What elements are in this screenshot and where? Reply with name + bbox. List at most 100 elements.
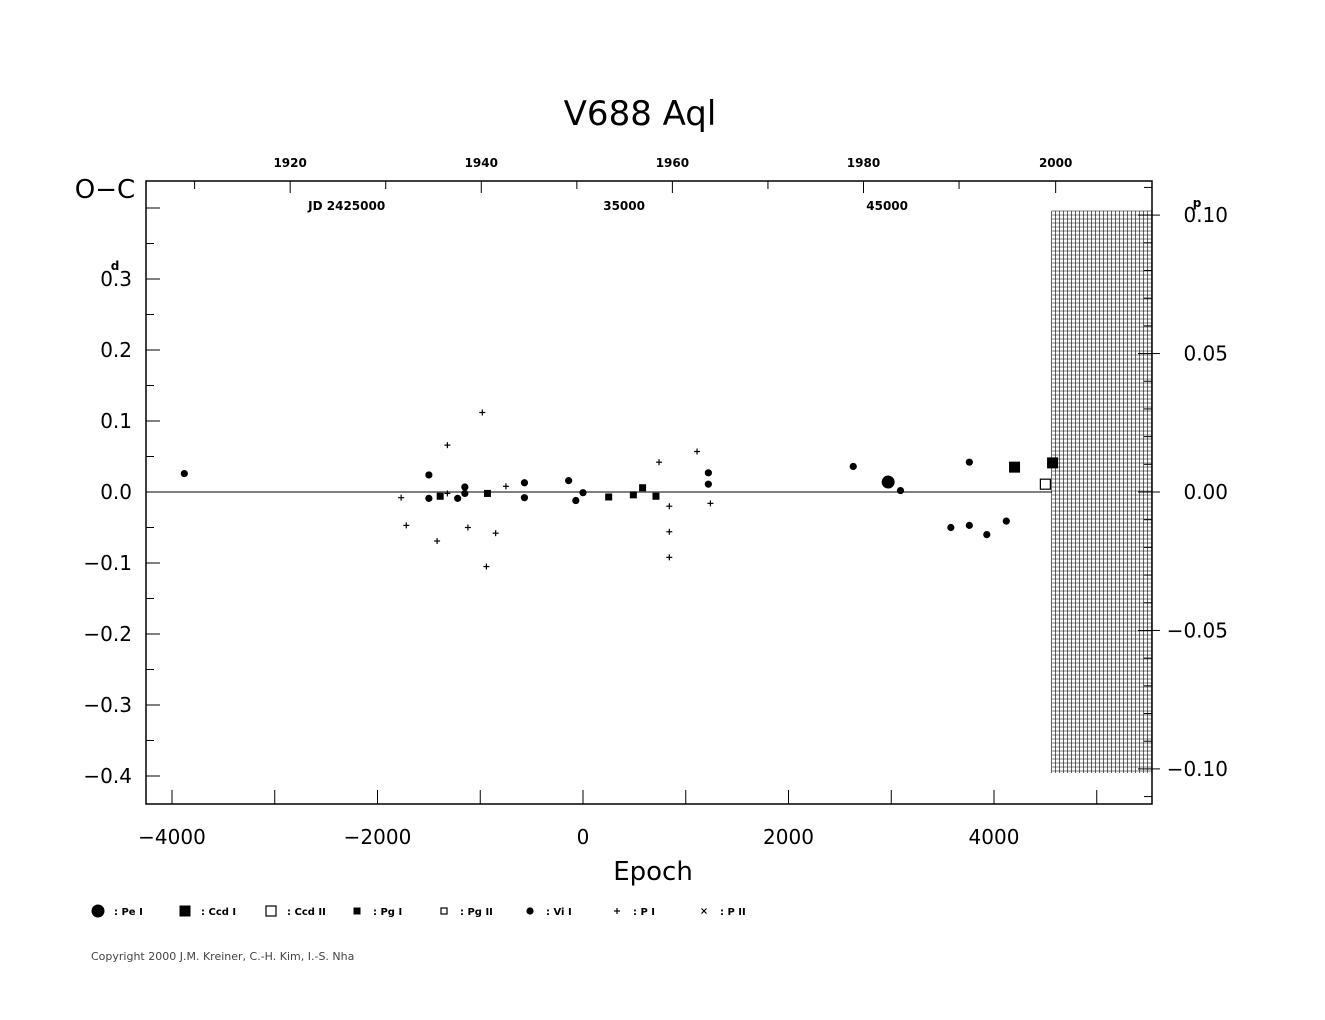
legend-marker: [440, 907, 448, 915]
right-tick-label: −0.05: [1167, 618, 1228, 642]
legend-marker: [701, 908, 707, 914]
data-point: [694, 448, 701, 455]
data-point: [707, 500, 714, 507]
year-tick-label: 1960: [656, 156, 689, 170]
y-axis-label: O−C: [75, 175, 135, 205]
series-open-square: [1039, 478, 1051, 490]
data-point: [983, 531, 991, 539]
y-tick-label: −0.1: [83, 551, 132, 575]
data-point: [947, 523, 955, 532]
x-tick-label: 4000: [969, 825, 1020, 849]
data-point: [425, 471, 433, 479]
data-point: [572, 496, 580, 505]
data-point: [652, 492, 660, 500]
data-point: [666, 503, 673, 510]
y-tick-label: −0.3: [83, 693, 132, 717]
legend-marker: [614, 908, 620, 914]
data-point: [454, 494, 462, 502]
data-point: [403, 522, 410, 529]
data-point: [461, 483, 469, 491]
right-tick-label: −0.10: [1167, 757, 1228, 781]
jd-label: 45000: [866, 199, 908, 213]
jd-label: JD 2425000: [307, 199, 385, 213]
data-point: [896, 486, 905, 495]
data-point: [579, 489, 587, 497]
data-point: [444, 490, 451, 497]
right-tick-label: 0.05: [1183, 342, 1228, 366]
y-tick-label: 0.2: [100, 338, 132, 362]
data-point: [425, 494, 433, 502]
year-tick-label: 1940: [465, 156, 498, 170]
legend-marker: [526, 907, 534, 915]
legend-label: : P II: [720, 907, 746, 918]
legend-label: : Pe I: [114, 907, 143, 918]
data-point: [605, 493, 613, 501]
data-point: [434, 537, 441, 544]
data-point: [666, 554, 673, 561]
year-tick-label: 1980: [847, 156, 880, 170]
data-point: [1047, 457, 1059, 469]
data-point: [1009, 461, 1021, 473]
data-point: [398, 494, 405, 501]
data-point: [965, 521, 973, 529]
y-tick-label: 0.3: [100, 267, 132, 291]
data-point: [849, 462, 857, 471]
hatched-region: [1051, 210, 1152, 773]
copyright-text: Copyright 2000 J.M. Kreiner, C.-H. Kim, …: [91, 950, 354, 963]
right-unit-superscript: p: [1193, 196, 1202, 210]
cross-stroke: [701, 908, 707, 914]
x-tick-label: 2000: [763, 825, 814, 849]
legend-label: : Ccd I: [201, 907, 236, 918]
x-axis-label: Epoch: [613, 857, 693, 887]
y-tick-label: −0.4: [83, 764, 132, 788]
data-point: [520, 494, 529, 502]
right-tick-label: 0.10: [1183, 203, 1228, 227]
y-unit-superscript: d: [111, 259, 120, 273]
data-point: [502, 483, 509, 490]
data-point: [479, 409, 486, 416]
year-tick-label: 2000: [1039, 156, 1072, 170]
y-tick-label: 0.0: [100, 480, 132, 504]
x-tick-label: −2000: [344, 825, 412, 849]
legend-marker: [353, 907, 361, 915]
y-tick-label: −0.2: [83, 622, 132, 646]
data-point: [1002, 517, 1010, 525]
data-point: [520, 479, 529, 487]
data-point: [483, 563, 490, 570]
legend-marker: [91, 904, 105, 918]
legend-label: : Ccd II: [287, 907, 326, 918]
x-tick-label: 0: [577, 825, 590, 849]
data-point: [565, 477, 573, 485]
y-tick-label: 0.1: [100, 409, 132, 433]
data-point: [666, 528, 673, 535]
data-point: [461, 489, 469, 498]
legend-label: : Vi I: [546, 907, 572, 918]
series-big-square: [1009, 457, 1059, 473]
legend-marker: [179, 905, 191, 917]
data-point: [704, 469, 712, 477]
data-point: [492, 530, 499, 537]
data-point: [629, 491, 637, 499]
series-dot: [180, 458, 1010, 539]
legend-label: : Pg I: [373, 907, 402, 918]
right-tick-label: 0.00: [1183, 480, 1228, 504]
data-point: [965, 458, 973, 466]
chart-title: V688 Aql: [564, 94, 717, 134]
data-point: [656, 459, 663, 466]
series-big-dot: [881, 475, 895, 489]
data-point: [464, 524, 471, 531]
x-tick-label: −4000: [138, 825, 206, 849]
series-square: [436, 484, 660, 501]
data-point: [639, 484, 647, 492]
jd-label: 35000: [603, 199, 645, 213]
legend-marker: [265, 905, 277, 917]
legend-label: : Pg II: [460, 907, 493, 918]
series-plus: [398, 409, 714, 570]
data-point: [881, 475, 895, 489]
legend-label: : P I: [633, 907, 655, 918]
data-point: [444, 442, 451, 449]
data-point: [483, 489, 491, 497]
data-point: [1039, 478, 1051, 490]
data-point: [436, 492, 444, 500]
